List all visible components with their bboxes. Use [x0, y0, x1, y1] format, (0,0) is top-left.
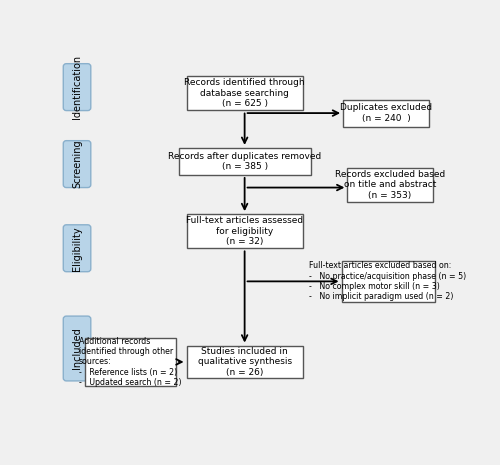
- FancyBboxPatch shape: [64, 316, 91, 381]
- FancyBboxPatch shape: [186, 346, 302, 378]
- Text: Records identified through
database searching
(n = 625 ): Records identified through database sear…: [184, 79, 305, 108]
- Text: Studies included in
qualitative synthesis
(n = 26): Studies included in qualitative synthesi…: [198, 347, 292, 377]
- Text: Included: Included: [72, 328, 82, 369]
- Text: Identification: Identification: [72, 55, 82, 119]
- FancyBboxPatch shape: [348, 168, 432, 202]
- FancyBboxPatch shape: [178, 148, 310, 175]
- FancyBboxPatch shape: [342, 261, 434, 302]
- Text: Records after duplicates removed
(n = 385 ): Records after duplicates removed (n = 38…: [168, 152, 321, 171]
- FancyBboxPatch shape: [186, 76, 302, 110]
- Text: Full-text articles excluded based on:
-   No practice/acquisition phase (n = 5)
: Full-text articles excluded based on: - …: [310, 261, 466, 301]
- FancyBboxPatch shape: [344, 100, 428, 126]
- Text: Duplicates excluded
(n = 240  ): Duplicates excluded (n = 240 ): [340, 103, 432, 123]
- Text: Screening: Screening: [72, 140, 82, 188]
- FancyBboxPatch shape: [85, 338, 176, 386]
- FancyBboxPatch shape: [64, 225, 91, 272]
- Text: Records excluded based
on title and abstract
(n = 353): Records excluded based on title and abst…: [335, 170, 445, 199]
- FancyBboxPatch shape: [64, 140, 91, 187]
- Text: Eligibility: Eligibility: [72, 226, 82, 271]
- FancyBboxPatch shape: [64, 64, 91, 111]
- Text: Full-text articles assessed
for eligibility
(n = 32): Full-text articles assessed for eligibil…: [186, 216, 303, 246]
- Text: Additional records
identified through other
sources:
-   Reference lists (n = 2): Additional records identified through ot…: [79, 337, 182, 387]
- FancyBboxPatch shape: [186, 214, 302, 248]
